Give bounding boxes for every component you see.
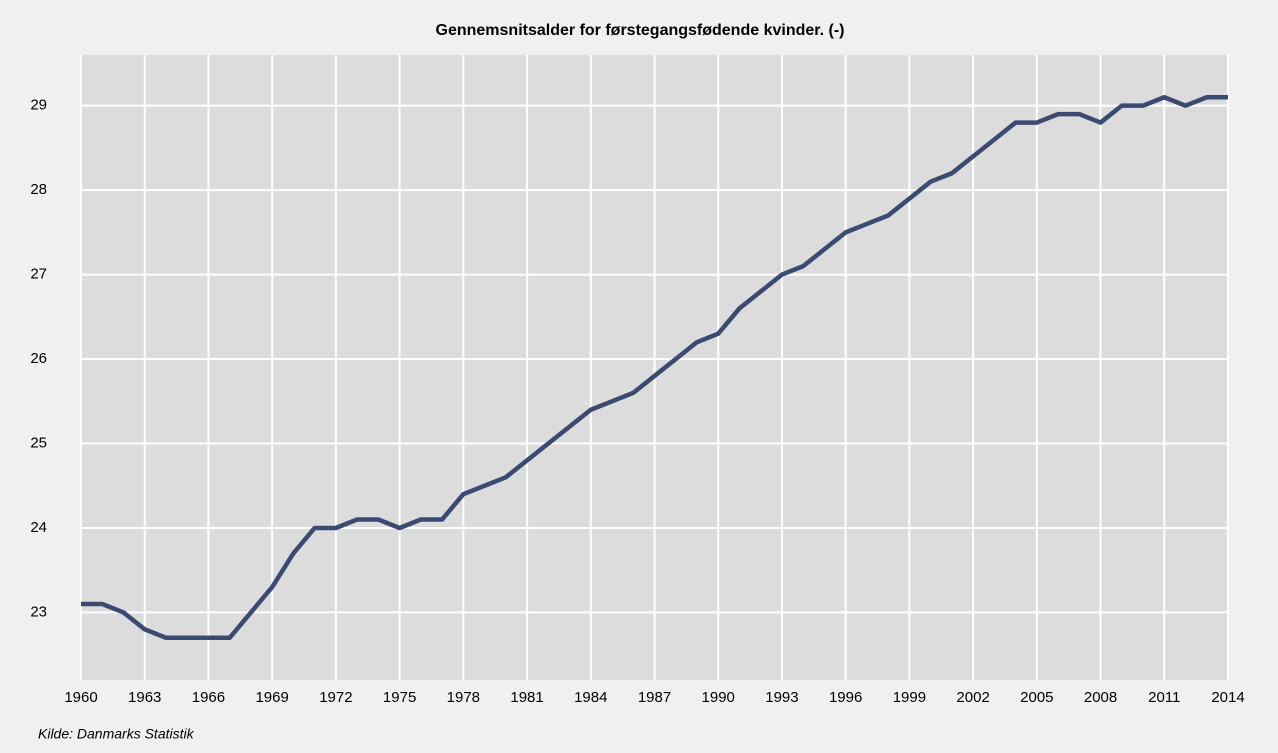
x-tick-label: 1984 <box>574 689 607 706</box>
source: Kilde: Danmarks Statistik <box>38 726 195 742</box>
x-tick-label: 1960 <box>64 689 97 706</box>
x-tick-label: 1975 <box>383 689 416 706</box>
x-tick-label: 1999 <box>893 689 926 706</box>
x-tick-label: 2008 <box>1084 689 1117 706</box>
x-tick-label: 2014 <box>1211 689 1244 706</box>
y-tick-label: 26 <box>30 350 47 367</box>
y-tick-label: 24 <box>30 519 47 536</box>
y-tick-label: 23 <box>30 603 47 620</box>
x-tick-label: 1969 <box>255 689 288 706</box>
x-tick-label: 2011 <box>1148 689 1180 706</box>
x-tick-label: 1972 <box>319 689 352 706</box>
x-tick-label: 1966 <box>192 689 225 706</box>
chart-title: Gennemsnitsalder for førstegangsfødende … <box>436 22 845 39</box>
x-tick-label: 1987 <box>638 689 671 706</box>
x-tick-label: 1981 <box>510 689 543 706</box>
y-tick-label: 27 <box>30 266 47 283</box>
x-tick-label: 1993 <box>765 689 798 706</box>
x-tick-label: 1996 <box>829 689 862 706</box>
x-tick-label: 2002 <box>956 689 989 706</box>
x-tick-label: 1978 <box>447 689 480 706</box>
y-tick-label: 29 <box>30 97 47 114</box>
x-tick-label: 2005 <box>1020 689 1053 706</box>
x-tick-label: 1963 <box>128 689 161 706</box>
y-tick-label: 28 <box>30 181 47 198</box>
line <box>81 94 1228 641</box>
x-tick-label: 1990 <box>702 689 735 706</box>
y-tick-label: 25 <box>30 434 47 451</box>
